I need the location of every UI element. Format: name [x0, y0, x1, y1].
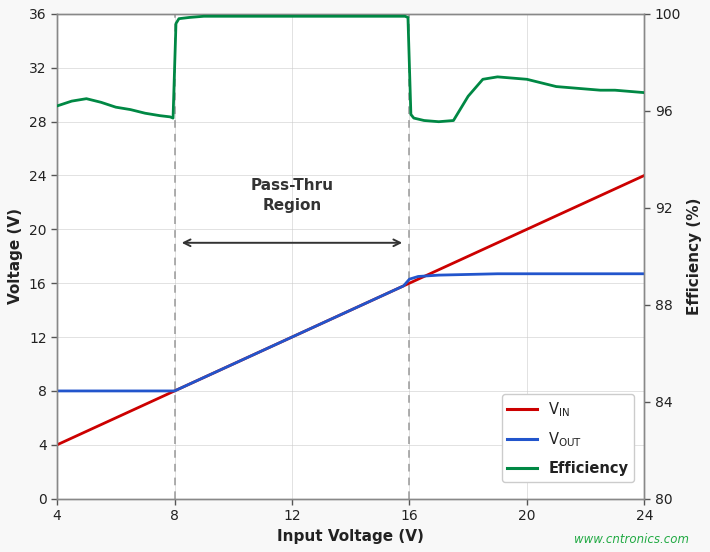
Y-axis label: Voltage (V): Voltage (V)	[9, 208, 23, 304]
Legend: $\mathsf{V_{IN}}$, $\mathsf{V_{OUT}}$, Efficiency: $\mathsf{V_{IN}}$, $\mathsf{V_{OUT}}$, E…	[501, 394, 634, 482]
Text: www.cntronics.com: www.cntronics.com	[574, 533, 689, 546]
X-axis label: Input Voltage (V): Input Voltage (V)	[277, 529, 424, 544]
Text: Pass-Thru
Region: Pass-Thru Region	[251, 178, 334, 213]
Y-axis label: Efficiency (%): Efficiency (%)	[687, 198, 701, 315]
